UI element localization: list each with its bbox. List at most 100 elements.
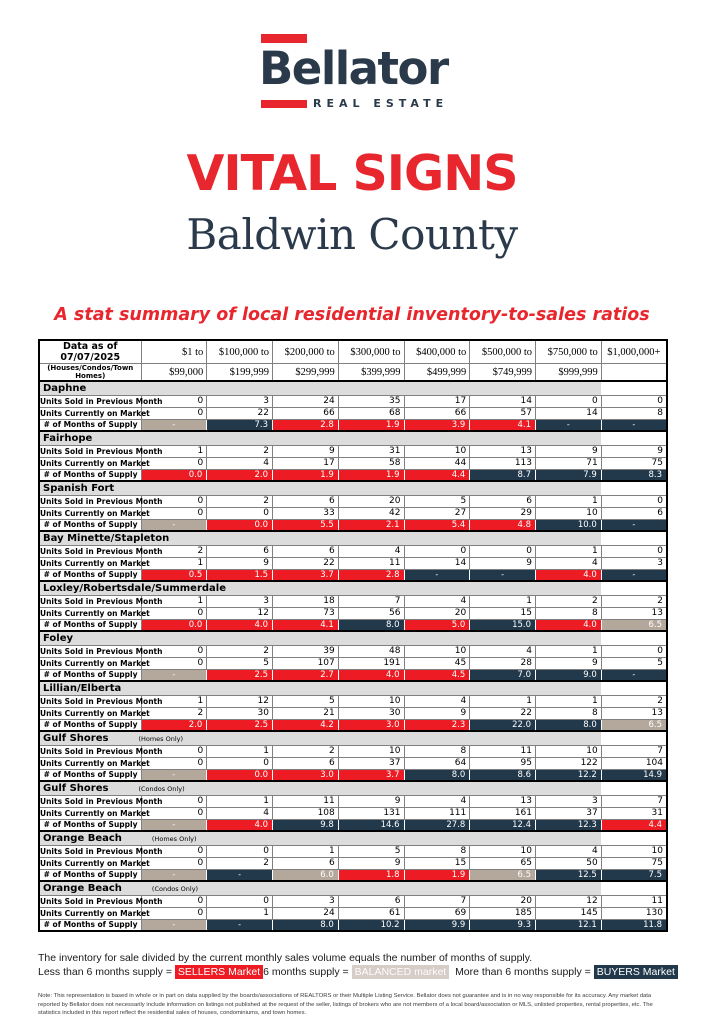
cell-market: 31 [600, 806, 668, 820]
table-row: # of Months of Supply - -6.0 1.8 1.9 6.5 12.5 7… [39, 868, 668, 882]
cell-months-of-supply: 1.5 [206, 568, 273, 582]
cell-sold: 13 [469, 444, 536, 458]
section-name: Orange Beach [43, 832, 122, 844]
cell-sold: 7 [403, 894, 471, 908]
cell-sold: 7 [337, 594, 405, 608]
header-property-types: (Houses/Condos/Town Homes) [38, 363, 142, 382]
cell-sold: 48 [337, 644, 405, 658]
cell-market: 3 [600, 556, 668, 570]
section-title: Fairhope [39, 430, 536, 446]
cell-market: 13 [600, 706, 668, 720]
market-legend: Less than 6 months supply = SELLERS Mark… [38, 965, 678, 979]
row-label-supply: # of Months of Supply [39, 618, 142, 632]
cell-sold: 2 [206, 494, 273, 508]
table-row: Units Currently on Market 0 22 66 68 66 57 14 8 [39, 406, 668, 420]
cell-market: 9 [337, 856, 405, 870]
cell-months-of-supply: 7.0 [469, 668, 536, 682]
cell-sold: 10 [535, 744, 602, 758]
cell-months-of-supply: 2.0 [140, 718, 208, 732]
cell-sold: 12 [206, 694, 273, 708]
page-title: VITAL SIGNS [186, 145, 518, 202]
cell-sold: 1 [535, 644, 602, 658]
cell-market: 8 [600, 406, 668, 420]
cell-sold: 2 [206, 444, 273, 458]
cell-sold: 3 [206, 594, 273, 608]
cell-market: 57 [469, 406, 536, 420]
row-label-sold: Units Sold in Previous Month [39, 594, 163, 608]
cell-months-of-supply: - [140, 668, 208, 682]
cell-market: 107 [272, 656, 339, 670]
cell-months-of-supply: 4.4 [403, 468, 471, 482]
cell-months-of-supply: 4.0 [206, 618, 273, 632]
cell-months-of-supply: 9.0 [535, 668, 602, 682]
cell-months-of-supply: - [600, 418, 668, 432]
row-label-supply: # of Months of Supply [39, 718, 142, 732]
table-body: Daphne Units Sold in Previous Month 0 3 24 35… [39, 380, 668, 932]
table-row: Units Currently on Market 1 9 22 11 14 9 4 3 [39, 556, 668, 570]
cell-sold: 4 [403, 794, 471, 808]
table-row: Units Sold in Previous Month 0 0 3 6 7 20 12 11 [39, 894, 668, 908]
cell-months-of-supply: 9.9 [403, 918, 471, 932]
row-label-supply: # of Months of Supply [39, 768, 142, 782]
section-subnote: (Condos Only) [151, 884, 199, 893]
cell-sold: 17 [403, 394, 471, 408]
section-name: Gulf Shores [43, 782, 109, 794]
cell-market: 191 [337, 656, 405, 670]
cell-sold: 1 [206, 744, 273, 758]
cell-months-of-supply: 5.4 [403, 518, 471, 532]
section-header-row: Orange Beach (Homes Only) [39, 830, 667, 846]
logo-bottom-bar [261, 100, 307, 108]
cell-market: 9 [403, 706, 471, 720]
cell-months-of-supply: - [600, 668, 668, 682]
cell-sold: 8 [403, 744, 471, 758]
cell-market: 69 [403, 906, 471, 920]
cell-sold: 2 [206, 644, 273, 658]
cell-months-of-supply: 8.7 [469, 468, 536, 482]
price-col-bot-3: $399,999 [337, 363, 405, 382]
cell-months-of-supply: 3.0 [272, 768, 339, 782]
cell-market: 0 [140, 856, 208, 870]
cell-sold: 2 [535, 594, 602, 608]
cell-sold: 4 [337, 544, 405, 558]
cell-market: 0 [140, 656, 208, 670]
cell-market: 4 [535, 556, 602, 570]
cell-months-of-supply: - [140, 768, 208, 782]
table-row: # of Months of Supply - -8.0 10.2 9.9 9.3 12.1… [39, 918, 668, 932]
cell-sold: 0 [206, 894, 273, 908]
price-col-top-0: $1 to [140, 339, 208, 364]
cell-months-of-supply: 15.0 [469, 618, 536, 632]
cell-months-of-supply: 4.0 [337, 668, 405, 682]
cell-sold: 11 [272, 794, 339, 808]
inventory-to-sales-table: Data as of 07/07/2025 $1 to $100,000 to … [38, 339, 668, 932]
section-header-row: Lillian/Elberta [39, 680, 667, 696]
cell-months-of-supply: 6.5 [600, 618, 668, 632]
row-label-market: Units Currently on Market [39, 906, 150, 920]
cell-months-of-supply: 3.7 [272, 568, 339, 582]
row-label-supply: # of Months of Supply [39, 668, 142, 682]
cell-sold: 9 [535, 444, 602, 458]
section-header-tail [535, 880, 602, 896]
price-col-bot-4: $499,999 [403, 363, 471, 382]
cell-months-of-supply: 6.0 [272, 868, 339, 882]
section-header-row: Gulf Shores (Condos Only) [39, 780, 667, 796]
price-col-bot-7 [600, 363, 668, 382]
cell-sold: 0 [600, 644, 668, 658]
legend-chip-buyers: BUYERS Market [593, 965, 678, 979]
supply-definition: The inventory for sale divided by the cu… [38, 952, 533, 964]
cell-market: 104 [600, 756, 668, 770]
cell-months-of-supply: 2.5 [206, 718, 273, 732]
cell-months-of-supply: 4.5 [403, 668, 471, 682]
section-name: Foley [43, 632, 74, 644]
cell-months-of-supply: 2.7 [272, 668, 339, 682]
cell-sold: 1 [140, 444, 208, 458]
cell-sold: 6 [206, 544, 273, 558]
table-row: Units Sold in Previous Month 0 1 11 9 4 13 3 7 [39, 794, 668, 808]
cell-market: 44 [403, 456, 471, 470]
cell-market: 11 [337, 556, 405, 570]
cell-market: 6 [272, 756, 339, 770]
cell-months-of-supply: - [140, 818, 208, 832]
cell-market: 111 [403, 806, 471, 820]
section-name: Daphne [43, 382, 87, 394]
cell-sold: 1 [535, 494, 602, 508]
cell-sold: 1 [206, 794, 273, 808]
